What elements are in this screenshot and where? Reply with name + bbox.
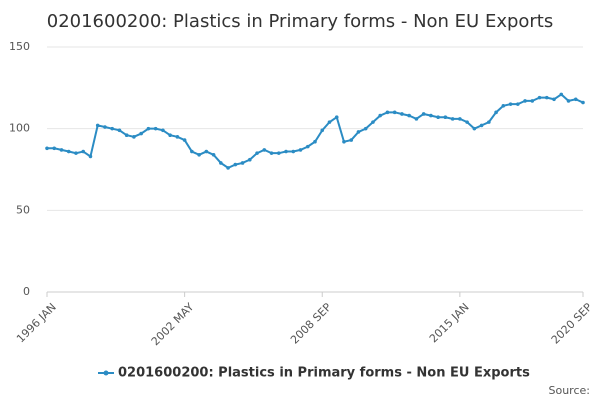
data-point xyxy=(479,123,484,128)
data-point xyxy=(269,151,274,155)
data-point xyxy=(342,139,346,144)
y-tick-label: 0 xyxy=(23,285,30,298)
data-point xyxy=(429,113,433,118)
data-point xyxy=(226,166,230,170)
data-point xyxy=(581,100,585,105)
data-point xyxy=(139,131,143,136)
data-point xyxy=(559,92,564,97)
data-point xyxy=(320,128,325,133)
data-point xyxy=(110,126,114,131)
data-point xyxy=(371,120,375,124)
data-point xyxy=(544,95,549,100)
data-point xyxy=(552,97,556,102)
data-point xyxy=(385,110,390,115)
data-point xyxy=(168,133,172,137)
data-point xyxy=(392,110,397,115)
data-point xyxy=(262,148,267,152)
x-tick-label: 2002 MAY xyxy=(149,300,197,348)
data-point xyxy=(161,128,165,133)
data-point xyxy=(516,102,520,106)
data-point xyxy=(233,162,238,167)
data-point xyxy=(443,115,448,120)
data-point xyxy=(146,126,151,131)
data-point xyxy=(494,110,498,115)
data-point xyxy=(305,144,310,149)
data-point xyxy=(400,112,404,116)
data-point xyxy=(204,149,209,154)
y-tick-label: 150 xyxy=(9,40,30,53)
data-point xyxy=(153,126,158,131)
data-point xyxy=(298,148,303,152)
data-point xyxy=(450,117,455,121)
data-point xyxy=(436,115,440,120)
data-point xyxy=(248,157,252,162)
data-point xyxy=(52,146,57,151)
data-point xyxy=(117,128,122,133)
data-point xyxy=(81,149,86,154)
y-tick-label: 50 xyxy=(16,203,30,216)
data-point xyxy=(530,99,535,103)
data-point xyxy=(407,113,411,118)
data-point xyxy=(334,115,339,120)
x-tick-label: 1996 JAN xyxy=(14,301,59,346)
data-point xyxy=(327,120,332,124)
data-point xyxy=(472,126,477,131)
data-point xyxy=(211,153,216,157)
data-point xyxy=(197,153,201,157)
data-point xyxy=(240,161,245,165)
data-point xyxy=(88,154,93,159)
data-point xyxy=(465,120,469,124)
legend-text: 0201600200: Plastics in Primary forms - … xyxy=(118,366,530,381)
data-point xyxy=(356,130,361,134)
x-tick-label: 2015 JAN xyxy=(427,301,472,346)
data-point xyxy=(501,104,506,108)
data-point xyxy=(132,135,136,139)
data-point xyxy=(414,117,419,121)
data-point xyxy=(66,149,71,154)
data-point xyxy=(573,97,578,102)
data-point xyxy=(103,125,107,129)
data-point xyxy=(59,148,64,152)
y-tick-label: 100 xyxy=(9,122,30,135)
data-point xyxy=(523,99,527,103)
data-point xyxy=(537,95,542,100)
x-tick-label: 2008 SEP xyxy=(288,300,334,346)
data-point xyxy=(487,120,491,124)
data-point xyxy=(95,123,100,128)
data-point xyxy=(124,133,129,137)
data-point xyxy=(276,151,281,155)
data-point xyxy=(291,149,296,154)
source-label: Source: xyxy=(549,384,591,397)
data-point xyxy=(175,135,180,139)
data-point xyxy=(508,102,513,106)
data-point xyxy=(378,113,382,118)
data-point xyxy=(349,138,354,142)
data-point xyxy=(182,138,187,142)
data-point xyxy=(219,161,223,165)
data-point xyxy=(45,146,49,151)
data-point xyxy=(313,139,317,144)
data-point xyxy=(255,151,259,155)
data-point xyxy=(458,117,462,121)
legend-marker xyxy=(103,370,109,376)
x-tick-label: 2020 SEP xyxy=(549,300,595,346)
data-point xyxy=(421,112,426,116)
data-point xyxy=(363,126,368,131)
data-point xyxy=(190,149,194,154)
data-point xyxy=(74,151,78,155)
data-point xyxy=(284,149,288,154)
data-point xyxy=(566,99,571,103)
chart-title: 0201600200: Plastics in Primary forms - … xyxy=(47,11,554,32)
